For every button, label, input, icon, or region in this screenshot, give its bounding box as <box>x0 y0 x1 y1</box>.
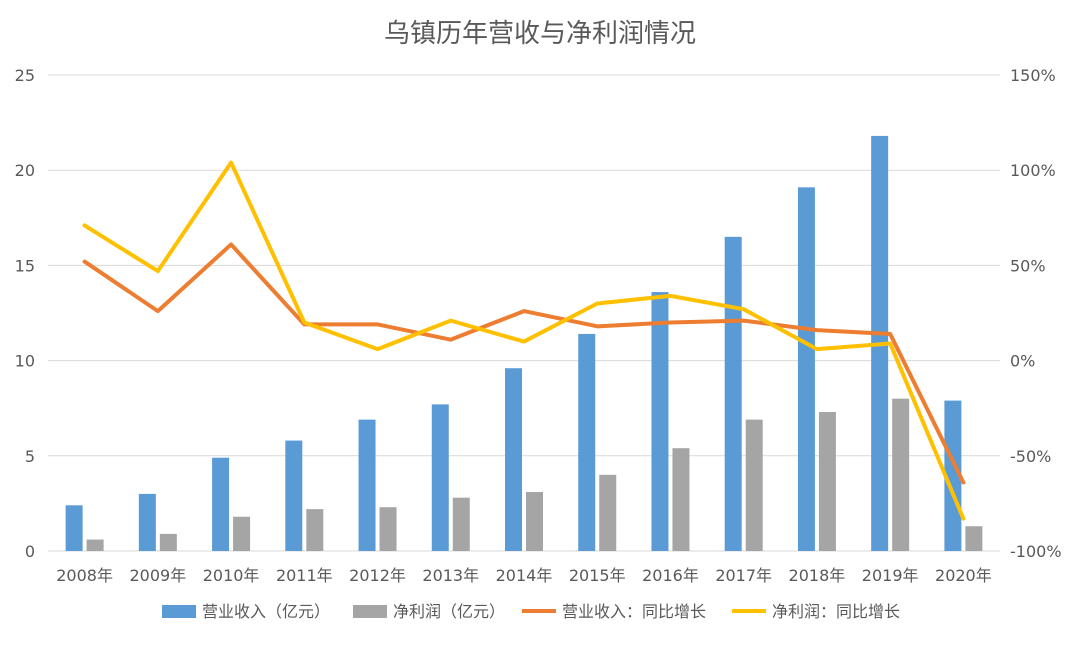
bar-revenue <box>578 333 596 551</box>
bar-net-profit <box>159 533 177 551</box>
y2-tick-label: -100% <box>1010 542 1062 561</box>
bar-net-profit <box>818 412 836 551</box>
legend: 营业收入（亿元） 净利润（亿元） 营业收入：同比增长 净利润：同比增长 <box>162 602 900 621</box>
bar-revenue <box>724 236 742 551</box>
bar-net-profit <box>965 526 983 551</box>
bar-net-profit <box>672 448 690 551</box>
bar-revenue <box>651 292 669 551</box>
x-tick-label: 2010年 <box>203 566 260 585</box>
bar-net-profit <box>599 474 617 551</box>
y-tick-label: 25 <box>15 66 35 85</box>
y-tick-label: 15 <box>15 256 35 275</box>
legend-swatch <box>353 605 387 618</box>
legend-label: 营业收入：同比增长 <box>562 602 706 621</box>
x-tick-label: 2008年 <box>56 566 113 585</box>
bar-revenue <box>944 400 962 551</box>
bar-net-profit <box>526 491 543 551</box>
x-tick-label: 2011年 <box>276 566 333 585</box>
bar-revenue <box>358 419 376 551</box>
x-tick-label: 2019年 <box>862 566 919 585</box>
bar-revenue <box>797 187 815 551</box>
x-tick-label: 2017年 <box>715 566 772 585</box>
line-net-profit-growth <box>82 160 966 521</box>
x-tick-label: 2018年 <box>789 566 846 585</box>
y-tick-label: 10 <box>15 352 35 371</box>
x-tick-label: 2020年 <box>935 566 992 585</box>
y2-tick-label: 100% <box>1010 161 1056 180</box>
y-axis-right: -100% -50% 0% 50% 100% 150% <box>1010 66 1062 561</box>
legend-label: 净利润（亿元） <box>393 602 505 621</box>
bar-net-profit <box>452 497 470 551</box>
chart-title: 乌镇历年营收与净利润情况 <box>384 19 696 49</box>
y2-tick-label: 50% <box>1010 256 1046 275</box>
x-tick-label: 2012年 <box>349 566 406 585</box>
line-series <box>82 160 966 521</box>
bar-revenue <box>212 457 230 551</box>
y-tick-label: 0 <box>25 542 35 561</box>
x-tick-label: 2014年 <box>496 566 553 585</box>
legend-label: 净利润：同比增长 <box>772 602 900 621</box>
y2-tick-label: 150% <box>1010 66 1056 85</box>
bar-revenue <box>65 505 83 551</box>
legend-swatch <box>162 605 196 618</box>
bar-net-profit <box>86 539 104 551</box>
x-tick-label: 2016年 <box>642 566 699 585</box>
y-tick-label: 5 <box>25 447 35 466</box>
line-revenue-growth <box>82 242 966 485</box>
y2-tick-label: 0% <box>1010 352 1035 371</box>
y-axis-left: 0 5 10 15 20 25 <box>15 66 35 561</box>
bar-net-profit <box>379 507 397 551</box>
y2-tick-label: -50% <box>1010 447 1051 466</box>
bar-net-profit <box>233 516 251 551</box>
bar-revenue <box>431 404 449 551</box>
bar-revenue <box>505 368 522 551</box>
x-tick-label: 2015年 <box>569 566 626 585</box>
bar-series <box>65 135 983 552</box>
bar-net-profit <box>745 419 763 551</box>
x-tick-label: 2013年 <box>422 566 479 585</box>
x-tick-label: 2009年 <box>129 566 186 585</box>
legend-label: 营业收入（亿元） <box>202 602 330 621</box>
y-tick-label: 20 <box>15 161 35 180</box>
bar-revenue <box>285 440 303 551</box>
x-axis: 2008年 2009年 2010年 2011年 2012年 2013年 2014年 2015年… <box>56 566 992 585</box>
bar-net-profit <box>892 398 910 551</box>
bar-net-profit <box>306 509 324 551</box>
bar-revenue <box>138 493 156 551</box>
